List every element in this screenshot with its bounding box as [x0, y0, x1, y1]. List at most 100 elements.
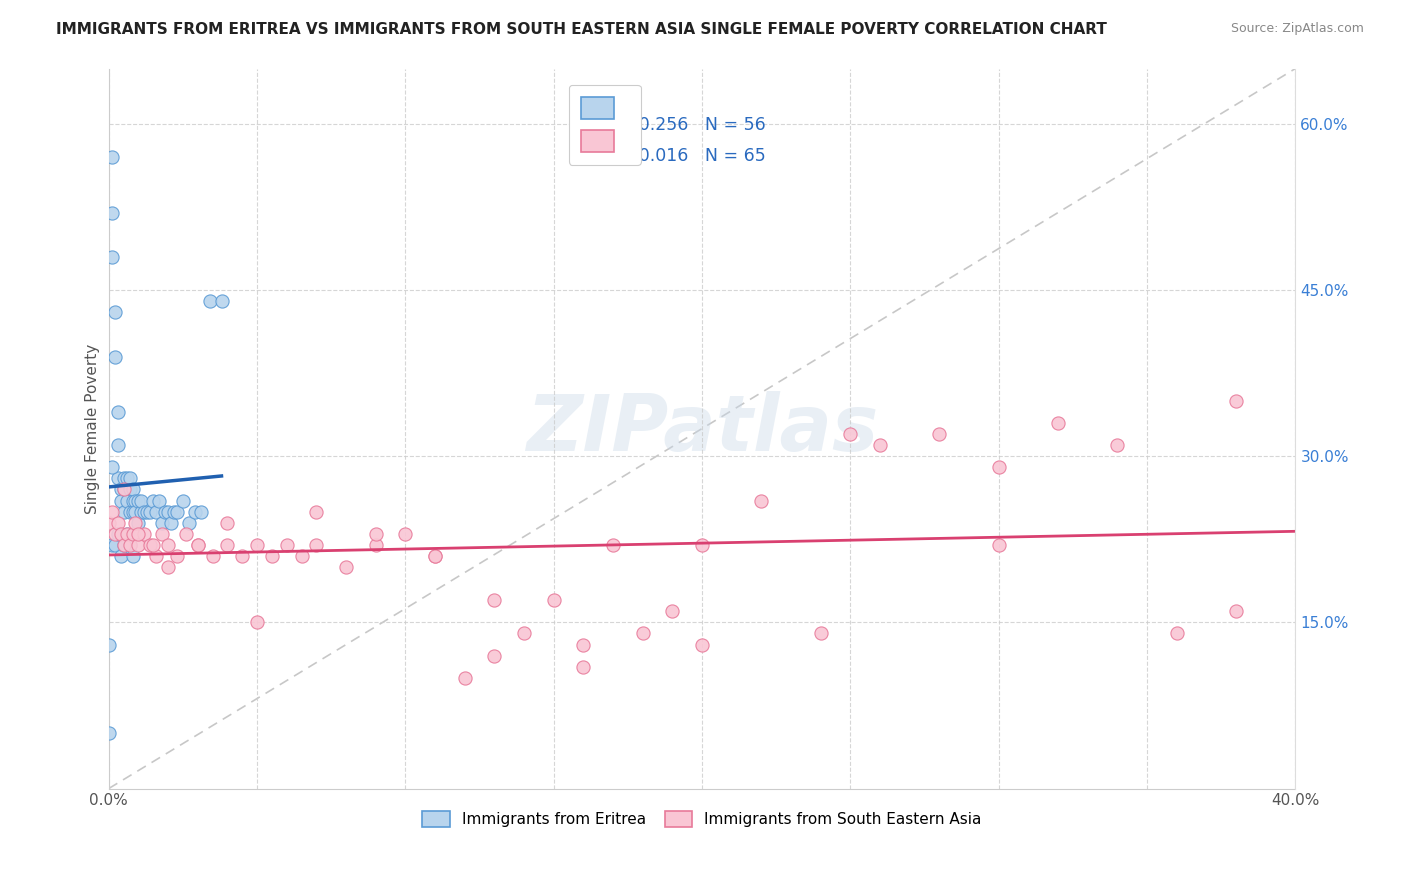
Point	[121, 505, 143, 519]
Point	[1225, 604, 1247, 618]
Point	[810, 626, 832, 640]
Point	[987, 538, 1010, 552]
Point	[107, 438, 129, 452]
Point	[118, 538, 141, 552]
Point	[211, 294, 233, 309]
Point	[121, 483, 143, 497]
Point	[127, 538, 149, 552]
Point	[394, 526, 416, 541]
Point	[839, 427, 862, 442]
Point	[484, 593, 506, 607]
Text: ZIPatlas: ZIPatlas	[526, 391, 879, 467]
Point	[572, 659, 595, 673]
Point	[100, 250, 122, 264]
Point	[572, 638, 595, 652]
Point	[423, 549, 446, 563]
Point	[131, 493, 153, 508]
Point	[134, 526, 156, 541]
Point	[484, 648, 506, 663]
Point	[305, 538, 328, 552]
Point	[157, 538, 180, 552]
Point	[110, 483, 132, 497]
Point	[104, 526, 127, 541]
Point	[139, 538, 162, 552]
Point	[260, 549, 283, 563]
Point	[1107, 438, 1129, 452]
Point	[690, 638, 713, 652]
Point	[118, 483, 141, 497]
Point	[112, 505, 135, 519]
Y-axis label: Single Female Poverty: Single Female Poverty	[86, 343, 100, 514]
Point	[104, 350, 127, 364]
Point	[291, 549, 314, 563]
Point	[335, 560, 357, 574]
Text: R = 0.256   N = 56: R = 0.256 N = 56	[602, 116, 766, 134]
Point	[124, 505, 146, 519]
Point	[187, 538, 209, 552]
Point	[127, 493, 149, 508]
Point	[150, 526, 173, 541]
Point	[190, 505, 212, 519]
Point	[869, 438, 891, 452]
Point	[142, 538, 165, 552]
Point	[166, 505, 188, 519]
Point	[100, 505, 122, 519]
Point	[97, 638, 120, 652]
Point	[172, 493, 194, 508]
Point	[174, 526, 197, 541]
Point	[751, 493, 773, 508]
Point	[127, 526, 149, 541]
Point	[124, 493, 146, 508]
Point	[690, 538, 713, 552]
Point	[187, 538, 209, 552]
Point	[217, 538, 239, 552]
Point	[217, 516, 239, 530]
Point	[118, 538, 141, 552]
Point	[928, 427, 950, 442]
Text: IMMIGRANTS FROM ERITREA VS IMMIGRANTS FROM SOUTH EASTERN ASIA SINGLE FEMALE POVE: IMMIGRANTS FROM ERITREA VS IMMIGRANTS FR…	[56, 22, 1107, 37]
Point	[100, 460, 122, 475]
Point	[107, 405, 129, 419]
Point	[115, 471, 138, 485]
Point	[139, 505, 162, 519]
Point	[246, 538, 269, 552]
Legend: Immigrants from Eritrea, Immigrants from South Eastern Asia: Immigrants from Eritrea, Immigrants from…	[415, 803, 990, 835]
Point	[163, 505, 186, 519]
Point	[231, 549, 253, 563]
Point	[112, 538, 135, 552]
Point	[513, 626, 536, 640]
Point	[97, 516, 120, 530]
Point	[198, 294, 221, 309]
Point	[364, 538, 387, 552]
Point	[112, 538, 135, 552]
Point	[107, 471, 129, 485]
Point	[987, 460, 1010, 475]
Point	[661, 604, 683, 618]
Point	[153, 505, 176, 519]
Point	[112, 471, 135, 485]
Point	[121, 526, 143, 541]
Point	[246, 615, 269, 630]
Point	[157, 505, 180, 519]
Point	[602, 538, 624, 552]
Point	[145, 549, 167, 563]
Point	[118, 505, 141, 519]
Point	[166, 549, 188, 563]
Point	[100, 150, 122, 164]
Point	[1047, 416, 1070, 430]
Point	[115, 493, 138, 508]
Point	[201, 549, 224, 563]
Point	[97, 726, 120, 740]
Point	[136, 505, 159, 519]
Point	[110, 549, 132, 563]
Point	[150, 516, 173, 530]
Point	[112, 483, 135, 497]
Point	[107, 526, 129, 541]
Point	[131, 505, 153, 519]
Point	[1225, 393, 1247, 408]
Text: Source: ZipAtlas.com: Source: ZipAtlas.com	[1230, 22, 1364, 36]
Point	[121, 549, 143, 563]
Text: R = 0.016   N = 65: R = 0.016 N = 65	[602, 146, 766, 165]
Point	[160, 516, 183, 530]
Point	[177, 516, 200, 530]
